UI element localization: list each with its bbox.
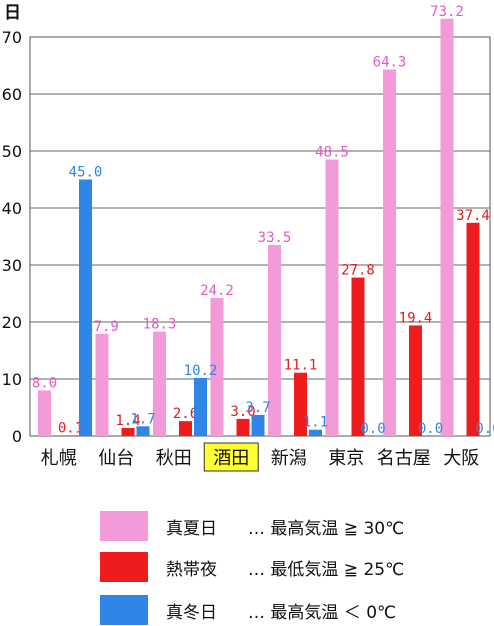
legend-description: … 最低気温 ≧ 25℃ xyxy=(248,559,405,580)
data-label: 19.4 xyxy=(399,310,433,326)
legend-swatch xyxy=(100,552,148,582)
legend-item: 真冬日 … 最高気温 ＜ 0℃ xyxy=(100,594,396,626)
bar-真夏日-東京 xyxy=(325,159,339,437)
legend-description: … 最高気温 ≧ 30℃ xyxy=(248,518,405,539)
data-label: 0.1 xyxy=(58,420,83,436)
bar-真冬日-秋田 xyxy=(194,377,207,436)
bar-熱帯夜-新潟 xyxy=(294,372,307,436)
data-label: 45.0 xyxy=(69,165,103,181)
bar-真冬日-新潟 xyxy=(309,429,322,436)
bar-真夏日-大阪 xyxy=(440,18,454,436)
category-highlight xyxy=(203,442,259,472)
data-label: 33.5 xyxy=(258,230,292,246)
x-tick-label: 大阪 xyxy=(443,448,479,469)
x-tick-label: 新潟 xyxy=(271,448,307,469)
bar-熱帯夜-酒田 xyxy=(236,418,250,436)
data-label: 0.0 xyxy=(418,421,443,437)
bar-熱帯夜-秋田 xyxy=(179,421,192,436)
data-label: 2.6 xyxy=(173,406,198,422)
bar-真夏日-名古屋 xyxy=(383,69,396,437)
y-tick-label: 60 xyxy=(2,85,22,104)
y-axis-unit-label: 日 xyxy=(4,3,21,23)
data-label: 3.7 xyxy=(245,400,270,416)
x-tick-label: 名古屋 xyxy=(377,448,431,469)
bar-真夏日-仙台 xyxy=(95,333,109,436)
y-tick-label: 50 xyxy=(2,142,22,161)
data-label: 1.7 xyxy=(130,411,155,427)
data-label: 11.1 xyxy=(284,358,318,374)
bar-熱帯夜-大阪 xyxy=(466,222,480,436)
bar-熱帯夜-名古屋 xyxy=(409,325,422,436)
bar-chart: 日 0 10 20 30 40 50 60 70 8.0 17.9 18.3 24.2 33.5 48.5 6… xyxy=(2,3,494,472)
data-label: 37.4 xyxy=(456,208,490,224)
bar-真夏日-新潟 xyxy=(268,245,281,436)
x-tick-label: 酒田 xyxy=(213,448,249,469)
data-label: 3.0 xyxy=(230,404,255,420)
data-label: 17.9 xyxy=(85,319,119,335)
data-label: 64.3 xyxy=(373,54,407,70)
y-tick-label: 0 xyxy=(12,427,22,446)
bar-熱帯夜-仙台 xyxy=(121,428,135,436)
legend-series-name: 真冬日 xyxy=(166,602,217,623)
y-tick-label: 20 xyxy=(2,313,22,332)
x-tick-label: 秋田 xyxy=(156,448,192,469)
data-label: 10.2 xyxy=(184,363,218,379)
data-label: 0.0 xyxy=(475,421,494,437)
y-tick-label: 30 xyxy=(2,256,22,275)
legend-series-name: 熱帯夜 xyxy=(166,559,217,580)
data-label: 1.4 xyxy=(115,413,140,429)
y-tick-label: 70 xyxy=(2,28,22,47)
legend-description: … 最高気温 ＜ 0℃ xyxy=(248,602,397,623)
data-label: 24.2 xyxy=(200,283,234,299)
x-tick-label: 札幌 xyxy=(41,448,77,469)
data-label: 18.3 xyxy=(143,317,177,333)
data-label: 27.8 xyxy=(341,263,375,279)
legend-item: 熱帯夜 … 最低気温 ≧ 25℃ xyxy=(100,551,404,583)
bar-真夏日-秋田 xyxy=(153,331,166,436)
data-label: 8.0 xyxy=(32,375,57,391)
data-label: 73.2 xyxy=(430,4,464,20)
legend-item: 真夏日 … 最高気温 ≧ 30℃ xyxy=(100,510,404,542)
bar-真冬日-札幌 xyxy=(79,179,92,436)
bar-真冬日-酒田 xyxy=(251,414,265,436)
data-label: 48.5 xyxy=(315,145,349,161)
y-tick-label: 10 xyxy=(2,370,22,389)
bar-真冬日-仙台 xyxy=(136,426,150,436)
bar-熱帯夜-札幌 xyxy=(64,435,77,436)
bar-熱帯夜-東京 xyxy=(351,277,365,436)
legend-swatch xyxy=(100,511,148,541)
bar-真夏日-酒田 xyxy=(210,298,224,436)
legend-swatch xyxy=(100,595,148,625)
data-label: 0.0 xyxy=(360,421,385,437)
x-tick-label: 東京 xyxy=(328,448,364,469)
y-tick-label: 40 xyxy=(2,199,22,218)
data-label: 1.1 xyxy=(303,415,328,431)
bar-真夏日-札幌 xyxy=(38,390,51,436)
x-tick-label: 仙台 xyxy=(98,448,134,469)
legend-series-name: 真夏日 xyxy=(166,518,217,539)
